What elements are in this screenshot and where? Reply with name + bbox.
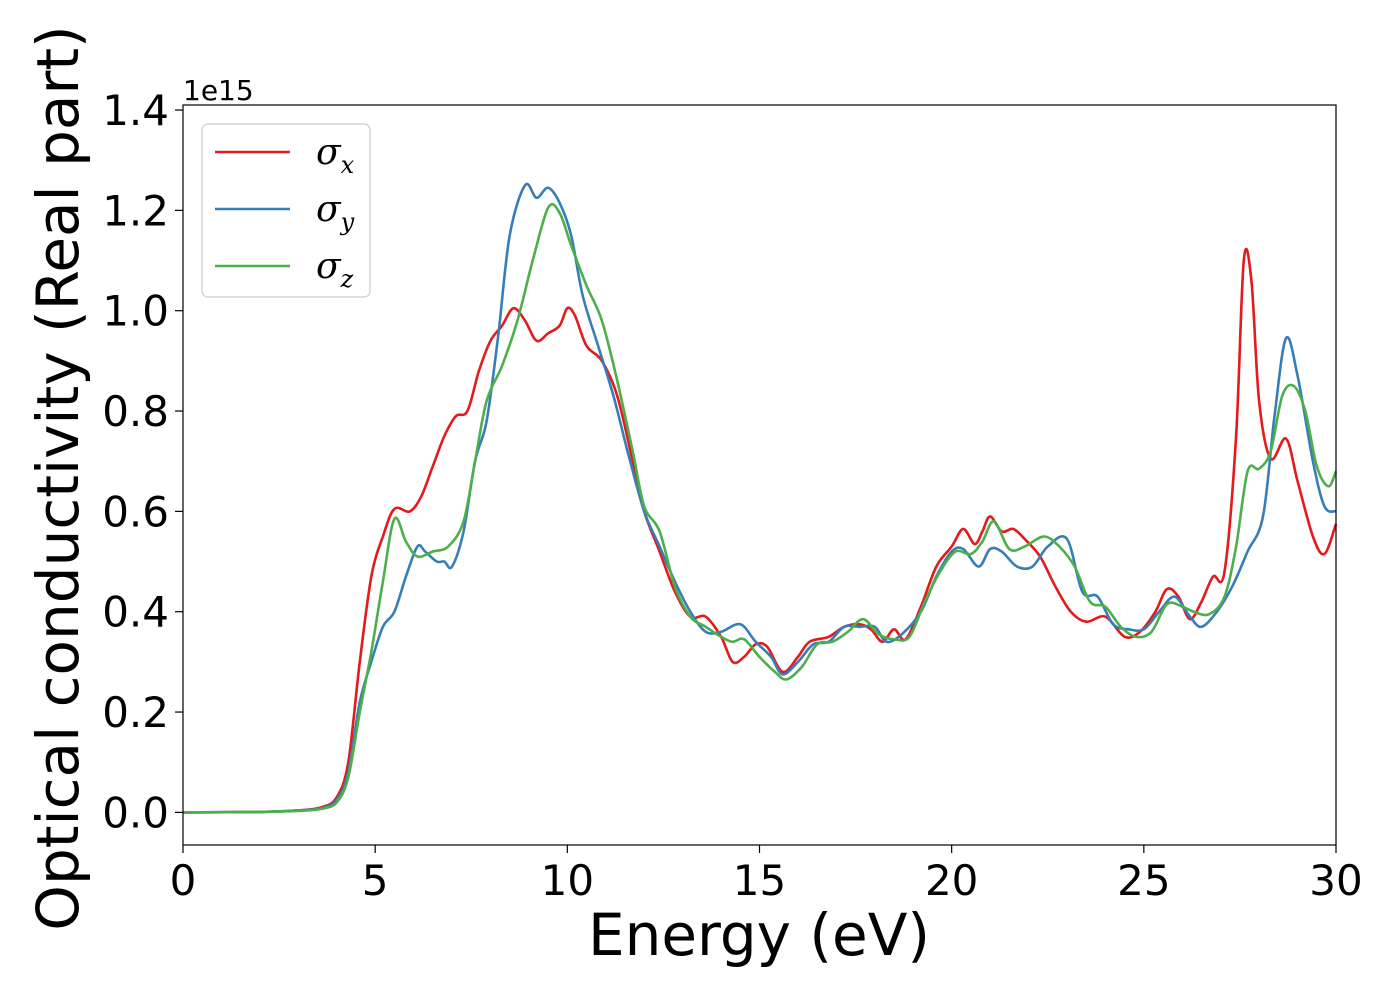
x-tick-label: 20 [925, 856, 978, 905]
x-tick-label: 0 [170, 856, 197, 905]
legend-label-y: σy [316, 189, 355, 236]
series-lines [182, 182, 1338, 814]
y-axis: 0.0 0.2 0.4 0.6 0.8 1.0 1.2 1.4 [102, 86, 183, 837]
y-tick-label: 0.4 [102, 588, 169, 637]
legend-box [201, 123, 371, 298]
y-axis-title: Optical conductivity (Real part) [24, 25, 92, 930]
x-axis: 0 5 10 15 20 25 30 [170, 845, 1363, 905]
x-tick-label: 15 [733, 856, 786, 905]
series-line-y [182, 182, 1337, 814]
y-tick-label: 0.6 [102, 487, 169, 536]
x-tick-label: 30 [1309, 856, 1362, 905]
y-offset-label: 1e15 [183, 74, 254, 107]
legend-label-x: σx [316, 132, 355, 179]
y-tick-label: 0.2 [102, 688, 169, 737]
y-tick-label: 1.0 [102, 287, 169, 336]
y-tick-label: 1.2 [102, 186, 169, 235]
y-tick-label: 1.4 [102, 86, 169, 135]
legend: σx σy σz [201, 123, 371, 298]
plot-area [183, 105, 1336, 845]
x-tick-label: 5 [362, 856, 389, 905]
x-tick-label: 10 [541, 856, 594, 905]
x-tick-label: 25 [1117, 856, 1170, 905]
legend-label-z: σz [316, 246, 354, 293]
y-tick-label: 0.0 [102, 788, 169, 837]
series-line-z [182, 202, 1338, 814]
y-tick-label: 0.8 [102, 387, 169, 436]
x-axis-title: Energy (eV) [588, 901, 930, 969]
